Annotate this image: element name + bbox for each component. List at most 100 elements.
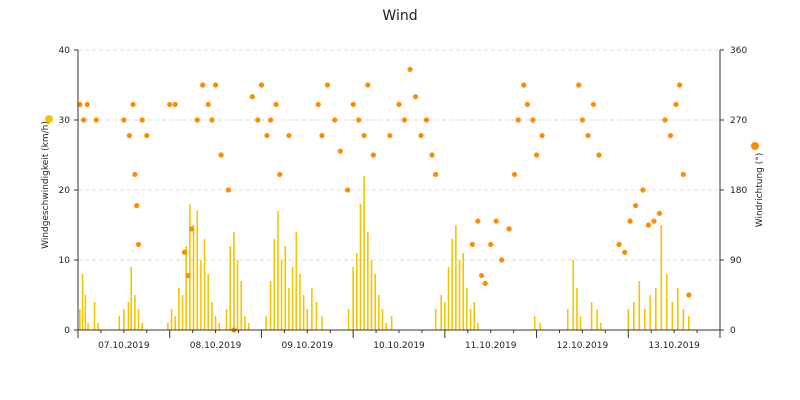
direction-point <box>662 117 668 123</box>
speed-bar <box>196 211 199 330</box>
direction-point <box>209 117 215 123</box>
direction-point <box>167 101 173 108</box>
direction-point <box>139 117 145 123</box>
speed-bar <box>378 295 380 330</box>
direction-point <box>627 218 633 224</box>
speed-bar <box>130 267 132 330</box>
x-tick-label: 08.10.2019 <box>190 341 242 351</box>
speed-bar <box>440 295 442 330</box>
speed-bar <box>566 309 569 330</box>
y-right-tick-label: 270 <box>730 116 747 126</box>
speed-bar <box>167 323 169 330</box>
speed-bar <box>79 309 81 330</box>
speed-bar <box>473 302 476 330</box>
direction-point <box>84 101 90 108</box>
direction-point <box>324 82 331 88</box>
direction-point <box>423 117 430 123</box>
speed-bar <box>207 274 210 330</box>
speed-bar <box>352 267 354 330</box>
direction-point <box>521 82 527 88</box>
speed-bar <box>87 323 89 330</box>
direction-point <box>656 210 663 216</box>
direction-point <box>350 101 356 108</box>
y-right-tick-label: 90 <box>730 256 742 266</box>
direction-point <box>478 272 485 279</box>
direction-point <box>337 148 343 154</box>
direction-point <box>396 101 402 108</box>
direction-point <box>511 171 518 178</box>
y-left-tick-label: 30 <box>59 116 71 126</box>
y-right-tick-label: 180 <box>730 186 747 196</box>
speed-bar <box>539 323 542 330</box>
speed-bar <box>214 316 217 330</box>
speed-bar <box>118 316 121 330</box>
speed-bar <box>81 274 84 330</box>
speed-bar <box>181 295 184 330</box>
speed-bar <box>295 232 298 330</box>
direction-point <box>499 257 505 263</box>
speed-bar <box>291 267 294 330</box>
x-tick-label: 09.10.2019 <box>282 341 334 351</box>
speed-bar <box>174 316 177 330</box>
speed-bar <box>477 323 479 330</box>
direction-point <box>533 152 540 158</box>
direction-point <box>475 218 481 224</box>
speed-bar <box>311 288 313 330</box>
direction-point <box>134 202 140 209</box>
direction-point <box>319 132 325 139</box>
speed-bar <box>192 225 195 330</box>
speed-bar <box>381 309 384 330</box>
speed-bar <box>284 246 287 330</box>
direction-point <box>673 101 679 108</box>
speed-bar <box>434 309 437 330</box>
direction-point <box>135 241 142 248</box>
speed-bar <box>265 316 267 330</box>
direction-point <box>579 117 586 123</box>
x-tick-label: 11.10.2019 <box>465 341 517 351</box>
direction-point <box>255 117 261 123</box>
direction-points <box>77 66 692 333</box>
speed-bar <box>97 323 99 330</box>
speed-bar <box>280 260 283 330</box>
direction-point <box>121 117 127 123</box>
direction-point <box>387 132 393 139</box>
direction-point <box>132 171 138 178</box>
speed-bar <box>288 288 290 330</box>
direction-point <box>418 132 424 139</box>
speed-bar <box>359 204 362 330</box>
speed-bar <box>306 309 309 330</box>
speed-bar <box>627 309 630 330</box>
direction-point <box>412 94 419 100</box>
direction-point <box>493 218 499 224</box>
direction-point <box>686 292 692 298</box>
speed-bar <box>189 204 191 330</box>
speed-bar <box>127 302 130 330</box>
speed-bar <box>356 253 358 330</box>
speed-bar <box>93 302 96 330</box>
speed-bar <box>247 323 250 330</box>
direction-point <box>268 117 274 123</box>
direction-point <box>616 241 622 248</box>
y-left-tick-label: 20 <box>59 186 71 196</box>
direction-point <box>264 132 270 139</box>
speed-bar <box>347 309 350 330</box>
speed-bar <box>462 253 464 330</box>
speed-bar <box>134 295 136 330</box>
direction-point <box>144 132 150 139</box>
direction-point <box>273 101 279 108</box>
speed-bars <box>79 176 690 330</box>
direction-point <box>172 101 178 108</box>
direction-point <box>370 152 376 158</box>
direction-point <box>590 101 597 108</box>
speed-bar <box>170 309 173 330</box>
speed-bar <box>466 288 468 330</box>
direction-point <box>277 171 283 178</box>
direction-point <box>200 82 206 88</box>
speed-bar <box>211 302 213 330</box>
speed-bar <box>390 316 393 330</box>
y-right-label: Windrichtung (°) <box>755 153 765 228</box>
speed-bar <box>185 246 188 330</box>
speed-bar <box>269 281 272 330</box>
direction-point <box>356 117 362 123</box>
